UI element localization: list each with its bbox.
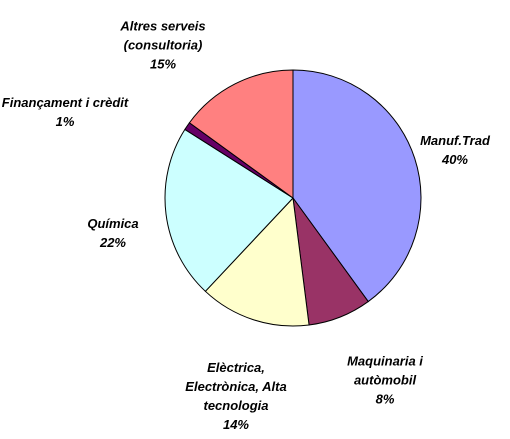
value-label: 14% (222, 417, 250, 432)
pie-slice (204, 196, 310, 327)
category-label: Manuf.Trad (420, 133, 490, 148)
pie-slice (164, 128, 294, 293)
pie-slice (292, 69, 422, 303)
slice-label: Elèctrica, Electrònica, Alta tecnologia 1… (185, 358, 286, 434)
category-label: Finançament i crèdit (1, 95, 129, 110)
value-label: 22% (99, 235, 127, 250)
slice-label: Altres serveis (consultoria) 15% (120, 17, 205, 74)
pie-slice (188, 69, 294, 199)
category-label: Maquinaria i autòmobil (347, 353, 423, 388)
slice-label: Maquinaria i autòmobil 8% (347, 352, 423, 409)
category-label: Elèctrica, Electrònica, Alta tecnologia (185, 360, 287, 413)
slice-label: Química 22% (87, 214, 138, 252)
category-label: Química (87, 216, 139, 231)
slice-label: Finançament i crèdit 1% (2, 93, 128, 131)
slice-label: Manuf.Trad 40% (420, 131, 490, 169)
value-label: 8% (375, 391, 395, 407)
value-label: 15% (149, 56, 177, 72)
category-label: Altres serveis (consultoria) (120, 18, 206, 53)
value-label: 1% (55, 114, 75, 129)
value-label: 40% (441, 152, 469, 167)
